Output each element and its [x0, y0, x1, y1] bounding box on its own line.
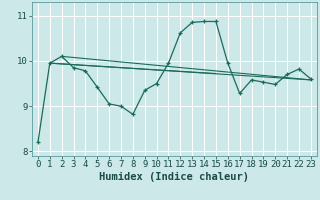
X-axis label: Humidex (Indice chaleur): Humidex (Indice chaleur)	[100, 172, 249, 182]
